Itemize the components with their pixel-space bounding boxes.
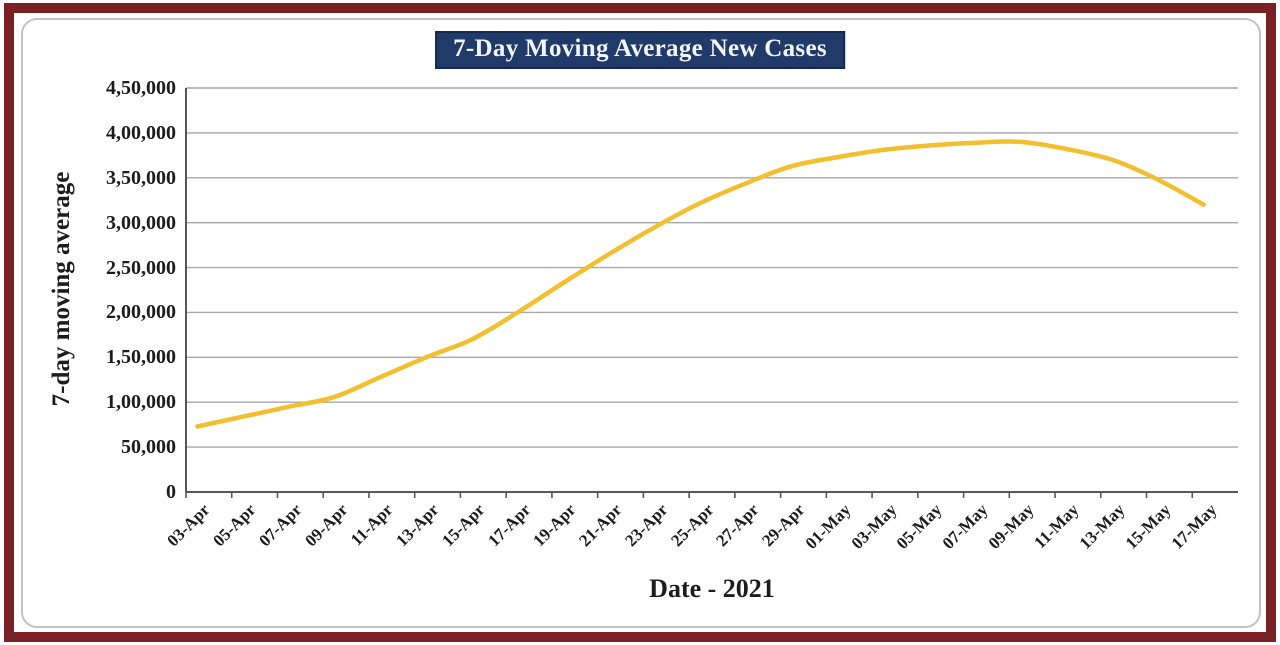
y-tick-label-1,00,000: 1,00,000 [106, 391, 176, 414]
moving-average-line [195, 139, 1206, 429]
y-tick-label-4,50,000: 4,50,000 [106, 77, 176, 99]
x-axis-title: Date - 2021 [649, 574, 775, 603]
outer-maroon-frame [4, 3, 1276, 642]
y-tick-label-3,00,000: 3,00,000 [106, 211, 176, 234]
y-tick-label-2,50,000: 2,50,000 [106, 256, 176, 279]
chart-title: 7-Day Moving Average New Cases [435, 31, 845, 69]
chart-card-border [21, 18, 1261, 628]
y-tick-label-2,00,000: 2,00,000 [106, 301, 176, 324]
y-tick-label-0: 0 [166, 481, 176, 503]
y-tick-label-4,00,000: 4,00,000 [106, 121, 176, 144]
y-tick-label-50,000: 50,000 [121, 436, 176, 459]
y-tick-label-1,50,000: 1,50,000 [106, 346, 176, 369]
y-tick-label-3,50,000: 3,50,000 [106, 166, 176, 189]
